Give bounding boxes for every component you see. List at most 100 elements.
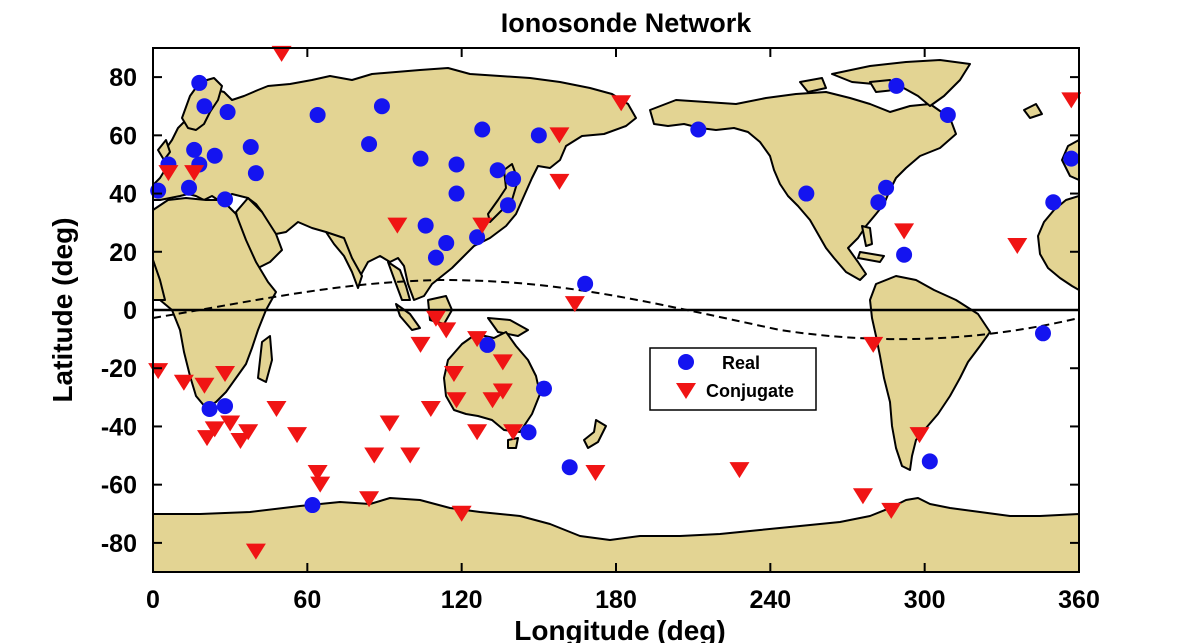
real-station-point — [217, 191, 234, 208]
conjugate-station-point — [194, 377, 215, 394]
real-station-point — [412, 150, 429, 167]
conjugate-station-point — [549, 173, 570, 190]
conjugate-station-point — [909, 427, 930, 444]
y-tick-label: 20 — [109, 239, 137, 267]
conjugate-station-point — [549, 127, 570, 144]
conjugate-station-point — [184, 165, 205, 182]
real-station-point — [577, 275, 594, 292]
real-station-point — [520, 424, 537, 441]
land-tasmania — [507, 437, 519, 449]
conjugate-station-point — [410, 336, 431, 353]
real-station-point — [373, 98, 390, 115]
land-india — [325, 231, 363, 289]
conjugate-station-point — [387, 217, 408, 234]
legend-real-marker — [678, 354, 694, 370]
conjugate-station-point — [611, 95, 632, 112]
x-axis-label: Longitude (deg) — [514, 615, 726, 643]
conjugate-station-point — [307, 465, 328, 482]
real-station-point — [247, 165, 264, 182]
real-station-point — [219, 104, 236, 121]
real-station-point — [896, 246, 913, 263]
real-station-point — [438, 235, 455, 252]
real-station-point — [448, 185, 465, 202]
land-florida — [861, 225, 873, 247]
conjugate-station-point — [446, 392, 467, 409]
x-tick-label: 60 — [293, 586, 321, 614]
real-station-point — [201, 400, 218, 417]
conjugate-station-point — [245, 543, 266, 560]
x-tick-label: 300 — [904, 586, 946, 614]
conjugate-station-point — [729, 462, 750, 479]
real-station-point — [939, 106, 956, 123]
conjugate-station-point — [287, 427, 308, 444]
real-station-point — [309, 106, 326, 123]
conjugate-station-point — [197, 430, 218, 447]
conjugate-station-point — [230, 433, 251, 449]
real-station-point — [921, 453, 938, 470]
conjugate-station-point — [359, 491, 380, 508]
legend: Real Conjugate — [649, 347, 817, 411]
conjugate-station-point — [271, 45, 292, 62]
conjugate-station-point — [420, 400, 441, 417]
real-station-point — [535, 380, 552, 397]
real-station-point — [191, 74, 208, 91]
real-station-point — [242, 138, 259, 155]
land-antarctica — [153, 497, 1079, 572]
land-australia — [443, 331, 541, 433]
conjugate-station-point — [451, 505, 472, 522]
real-station-point — [474, 121, 491, 138]
real-station-point — [505, 171, 522, 187]
conjugate-station-point — [158, 165, 179, 182]
real-station-point — [1045, 194, 1062, 211]
real-station-point — [1063, 150, 1080, 167]
conjugate-station-point — [492, 354, 513, 371]
real-station-point — [427, 249, 444, 266]
conjugate-station-point — [364, 447, 385, 464]
x-tick-label: 120 — [441, 586, 483, 614]
y-tick-label: 60 — [109, 122, 137, 150]
land-madagascar — [257, 335, 273, 383]
conjugate-station-point — [379, 415, 400, 432]
y-tick-label: 40 — [109, 181, 137, 209]
conjugate-station-point — [436, 322, 457, 339]
real-station-point — [417, 217, 434, 234]
magnetic-equator-line — [153, 278, 1079, 341]
land-north-america — [649, 91, 957, 281]
y-tick-label: -80 — [101, 530, 137, 558]
real-station-point — [499, 197, 516, 214]
conjugate-station-point — [238, 424, 259, 441]
legend-conjugate-marker — [676, 383, 696, 399]
x-tick-label: 180 — [595, 586, 637, 614]
real-station-point — [561, 459, 578, 476]
legend-conjugate-label: Conjugate — [706, 381, 794, 401]
y-tick-label: 0 — [123, 297, 137, 325]
real-station-point — [870, 194, 887, 211]
conjugate-station-point — [215, 366, 236, 383]
real-station-point — [530, 127, 547, 144]
y-axis-label: Latitude (deg) — [47, 217, 78, 402]
conjugate-station-point — [204, 421, 225, 438]
y-tick-label: -40 — [101, 413, 137, 441]
real-station-point — [878, 179, 895, 196]
real-station-point — [196, 98, 213, 115]
real-station-point — [1034, 325, 1051, 342]
conjugate-station-point — [863, 336, 884, 353]
conjugate-station-point — [443, 366, 464, 383]
y-tick-label: -60 — [101, 472, 137, 500]
land-newzealand — [583, 419, 607, 449]
legend-real-label: Real — [722, 353, 760, 373]
y-tick-label: -20 — [101, 355, 137, 383]
conjugate-station-point — [852, 488, 873, 505]
conjugate-station-point — [881, 502, 902, 519]
real-station-point — [489, 162, 506, 179]
real-station-point — [888, 77, 905, 94]
land-iceland — [1023, 103, 1043, 119]
legend-box — [649, 347, 817, 411]
conjugate-station-point — [894, 223, 915, 240]
conjugate-station-point — [564, 296, 585, 313]
x-tick-label: 0 — [146, 586, 160, 614]
real-station-point — [186, 141, 203, 158]
real-station-point — [217, 398, 234, 415]
x-tick-label: 360 — [1058, 586, 1100, 614]
